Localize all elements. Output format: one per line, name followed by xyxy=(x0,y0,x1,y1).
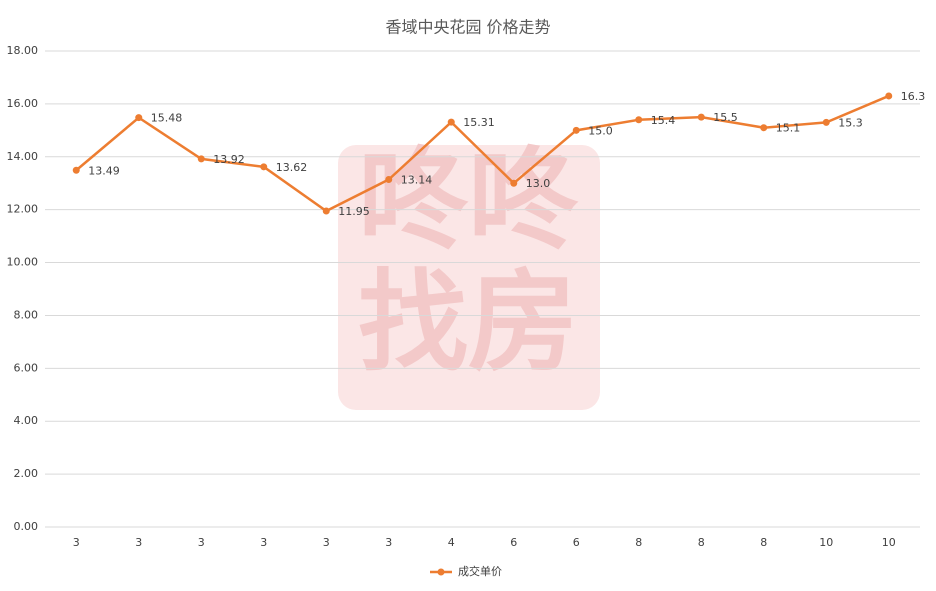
x-tick-label: 3 xyxy=(260,536,267,549)
legend-marker xyxy=(437,568,445,576)
x-tick-label: 10 xyxy=(882,536,896,549)
data-point xyxy=(572,126,580,134)
x-tick-label: 8 xyxy=(760,536,767,549)
data-label: 11.95 xyxy=(338,205,370,218)
data-point xyxy=(635,116,643,124)
data-point xyxy=(385,176,393,184)
legend-label: 成交单价 xyxy=(458,564,502,578)
watermark: 找房 xyxy=(358,258,578,386)
y-tick-label: 10.00 xyxy=(7,256,39,269)
data-label: 15.5 xyxy=(713,111,738,124)
data-label: 13.49 xyxy=(88,164,120,177)
data-point xyxy=(322,207,330,215)
data-label: 15.1 xyxy=(776,122,801,135)
data-point xyxy=(697,113,705,121)
x-tick-label: 10 xyxy=(819,536,833,549)
data-point xyxy=(510,179,518,187)
y-tick-label: 14.00 xyxy=(7,150,39,163)
data-point xyxy=(822,118,830,126)
data-label: 15.31 xyxy=(463,116,495,129)
x-tick-label: 3 xyxy=(323,536,330,549)
data-label: 13.14 xyxy=(401,174,433,187)
watermark-badge xyxy=(338,145,600,410)
data-label: 15.48 xyxy=(151,112,183,125)
data-label: 13.62 xyxy=(276,161,308,174)
y-tick-label: 8.00 xyxy=(14,308,39,321)
series-line xyxy=(75,94,890,213)
chart-title: 香域中央花园 价格走势 xyxy=(385,18,550,37)
y-tick-label: 0.00 xyxy=(14,520,39,533)
data-point xyxy=(260,163,268,171)
data-point xyxy=(760,124,768,132)
data-point xyxy=(885,92,893,100)
data-label: 13.92 xyxy=(213,153,245,166)
y-tick-label: 6.00 xyxy=(14,361,39,374)
y-tick-label: 12.00 xyxy=(7,203,39,216)
data-label: 13.0 xyxy=(526,177,551,190)
x-tick-label: 3 xyxy=(198,536,205,549)
x-tick-label: 3 xyxy=(73,536,80,549)
data-point xyxy=(197,155,205,163)
data-label: 15.3 xyxy=(838,116,863,129)
data-label: 15.4 xyxy=(651,114,676,127)
data-point xyxy=(72,166,80,174)
y-tick-label: 18.00 xyxy=(7,44,39,57)
data-label: 15.0 xyxy=(588,124,613,137)
data-point xyxy=(447,118,455,126)
x-tick-label: 4 xyxy=(448,536,455,549)
x-tick-label: 3 xyxy=(385,536,392,549)
y-tick-label: 2.00 xyxy=(14,467,39,480)
x-tick-label: 6 xyxy=(573,536,580,549)
x-tick-label: 8 xyxy=(698,536,705,549)
data-point xyxy=(135,114,143,122)
y-tick-label: 16.00 xyxy=(7,97,39,110)
y-tick-label: 4.00 xyxy=(14,414,39,427)
x-tick-label: 6 xyxy=(510,536,517,549)
data-label: 16.3 xyxy=(901,90,926,103)
x-tick-label: 3 xyxy=(135,536,142,549)
x-tick-label: 8 xyxy=(635,536,642,549)
